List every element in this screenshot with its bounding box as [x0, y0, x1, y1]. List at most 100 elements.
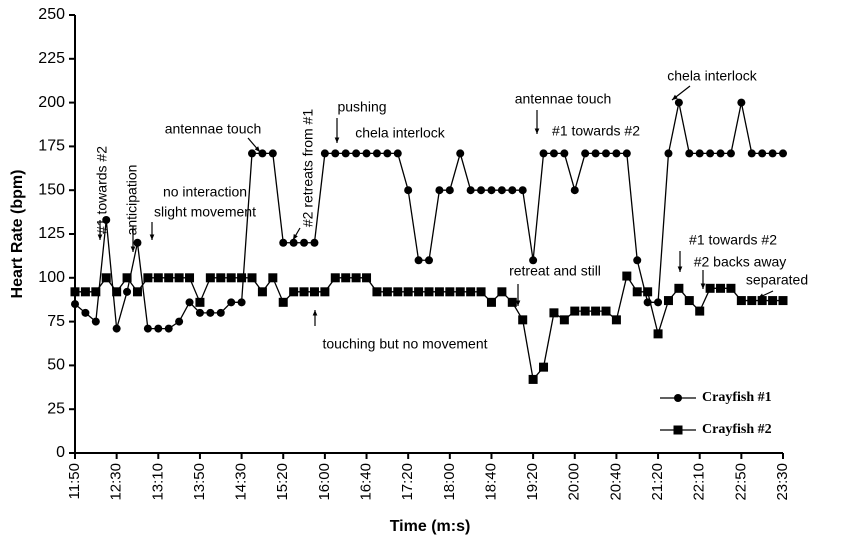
data-point — [455, 287, 465, 297]
data-point — [112, 287, 122, 297]
data-point — [674, 98, 683, 107]
annotation: antennae touch — [515, 91, 612, 107]
data-point — [80, 287, 90, 297]
data-point — [508, 186, 517, 195]
data-point — [424, 287, 434, 297]
data-point — [143, 273, 153, 283]
legend-label: Crayfish #1 — [702, 390, 772, 405]
data-point — [622, 149, 631, 158]
x-tick-label: 14:30 — [233, 463, 250, 501]
data-point — [70, 287, 80, 297]
x-tick-label: 18:40 — [482, 463, 499, 501]
data-point — [611, 315, 621, 325]
data-point — [528, 374, 538, 384]
data-point — [529, 256, 538, 265]
data-point — [486, 297, 496, 307]
data-point — [466, 186, 475, 195]
data-point — [445, 186, 454, 195]
data-point — [674, 283, 684, 293]
y-tick-label: 25 — [47, 400, 65, 417]
x-tick-label: 22:50 — [732, 463, 749, 501]
data-point — [695, 149, 704, 158]
x-tick-label: 20:00 — [566, 463, 583, 501]
data-point — [331, 149, 340, 158]
annotation-arrowhead — [97, 234, 103, 240]
data-point — [81, 308, 90, 317]
annotation: retreat and still — [509, 263, 601, 279]
annotation-arrowhead — [254, 146, 260, 152]
x-tick-label: 13:10 — [149, 463, 166, 501]
annotation: chela interlock — [355, 125, 445, 141]
data-point — [227, 298, 236, 307]
data-point — [362, 273, 372, 283]
data-point — [768, 296, 778, 306]
data-point — [154, 324, 163, 333]
data-point — [206, 308, 215, 317]
data-point — [372, 287, 382, 297]
y-tick-label: 200 — [38, 94, 65, 111]
data-point — [684, 296, 694, 306]
data-point — [476, 287, 486, 297]
data-point — [71, 300, 79, 309]
data-point — [278, 297, 288, 307]
y-tick-label: 125 — [38, 225, 65, 242]
data-point — [185, 298, 194, 307]
data-point — [404, 186, 413, 195]
data-point — [559, 315, 569, 325]
data-point — [320, 287, 330, 297]
y-tick-label: 100 — [38, 269, 65, 286]
annotation-arrowhead — [700, 283, 706, 289]
annotation: #1 towards #2 — [552, 123, 640, 139]
data-point — [633, 256, 642, 265]
y-tick-label: 0 — [56, 444, 65, 461]
x-tick-label: 16:00 — [316, 463, 333, 501]
data-point — [570, 306, 580, 316]
x-tick-label: 23:30 — [774, 463, 791, 501]
x-tick-label: 12:30 — [108, 463, 125, 501]
annotation-arrowhead — [672, 94, 678, 100]
data-point — [726, 283, 736, 293]
data-point — [663, 296, 673, 306]
x-tick-label: 11:50 — [66, 463, 83, 499]
annotation: touching but no movement — [323, 336, 488, 352]
data-point — [685, 149, 694, 158]
data-point — [570, 186, 579, 195]
data-point — [205, 273, 215, 283]
data-point — [330, 273, 340, 283]
x-axis-label: Time (m:s) — [390, 518, 471, 535]
data-point — [185, 273, 195, 283]
data-point — [539, 362, 549, 372]
data-point — [383, 149, 392, 158]
data-point — [497, 186, 506, 195]
data-point — [705, 283, 715, 293]
data-point — [403, 287, 413, 297]
data-point — [622, 271, 632, 281]
data-point — [602, 149, 610, 158]
data-point — [507, 297, 517, 307]
data-point — [352, 149, 361, 158]
data-point — [549, 149, 558, 158]
annotation-arrowhead — [312, 310, 318, 316]
annotation-arrowhead — [677, 266, 683, 272]
data-point — [133, 238, 142, 247]
x-tick-label: 22:10 — [691, 463, 708, 501]
data-point — [778, 296, 788, 306]
data-point — [591, 149, 600, 158]
data-point — [654, 298, 663, 307]
data-point — [101, 273, 111, 283]
data-point — [758, 149, 767, 158]
data-point — [653, 329, 663, 339]
data-point — [289, 238, 298, 247]
data-point — [601, 306, 611, 316]
annotation-arrowhead — [334, 137, 340, 143]
data-point — [477, 186, 486, 195]
data-point — [497, 287, 507, 297]
annotation: separated — [746, 272, 808, 288]
data-point — [695, 306, 705, 316]
data-point — [341, 273, 351, 283]
legend-marker — [674, 394, 682, 402]
x-tick-label: 15:20 — [274, 463, 291, 501]
data-point — [664, 149, 673, 158]
annotation: pushing — [337, 99, 386, 115]
